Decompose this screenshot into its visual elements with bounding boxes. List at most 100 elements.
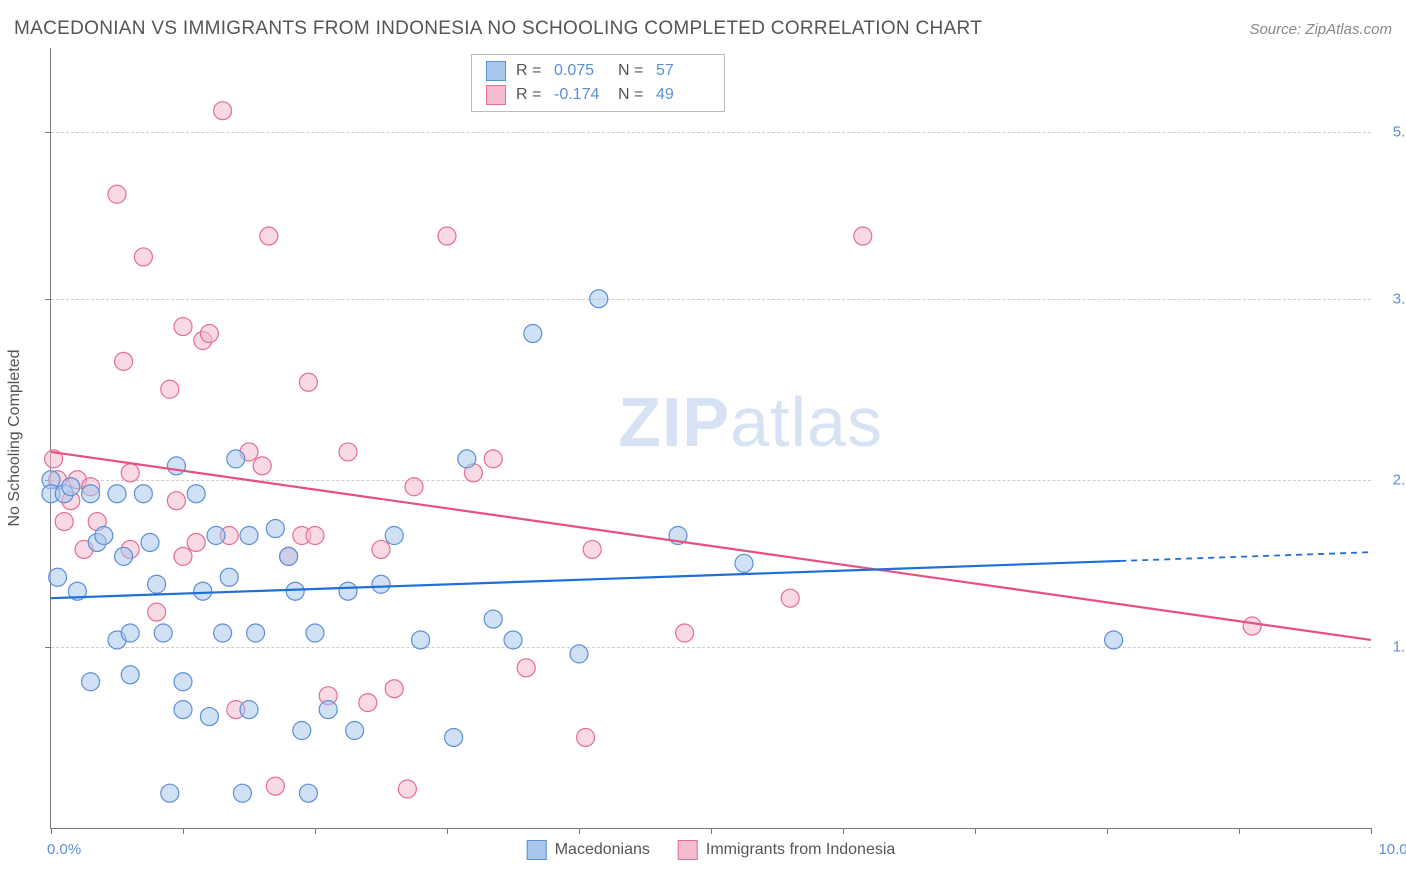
data-point	[174, 547, 192, 565]
data-point	[438, 227, 456, 245]
data-point	[676, 624, 694, 642]
data-point	[167, 457, 185, 475]
data-point	[577, 728, 595, 746]
y-tick-label: 3.8%	[1393, 290, 1406, 307]
data-point	[174, 673, 192, 691]
data-point	[583, 540, 601, 558]
stat-box: R = 0.075 N = 57 R = -0.174 N = 49	[471, 54, 725, 112]
data-point	[735, 554, 753, 572]
trend-line	[51, 452, 1371, 640]
data-point	[214, 102, 232, 120]
data-point	[253, 457, 271, 475]
data-point	[207, 527, 225, 545]
data-point	[299, 373, 317, 391]
y-tick-label: 1.3%	[1393, 638, 1406, 655]
data-point	[49, 568, 67, 586]
data-point	[1105, 631, 1123, 649]
data-point	[233, 784, 251, 802]
data-point	[115, 352, 133, 370]
data-point	[227, 450, 245, 468]
data-point	[405, 478, 423, 496]
legend-label-2: Immigrants from Indonesia	[706, 841, 895, 859]
legend-label-1: Macedonians	[555, 841, 650, 859]
n-label: N =	[618, 62, 646, 80]
legend-item-1: Macedonians	[527, 840, 650, 860]
data-point	[346, 722, 364, 740]
data-point	[372, 540, 390, 558]
data-point	[62, 478, 80, 496]
data-point	[55, 513, 73, 531]
x-min-label: 0.0%	[47, 841, 81, 858]
swatch-series1	[527, 840, 547, 860]
data-point	[187, 485, 205, 503]
bottom-legend: Macedonians Immigrants from Indonesia	[527, 840, 896, 860]
x-max-label: 10.0%	[1378, 841, 1406, 858]
data-point	[187, 533, 205, 551]
data-point	[280, 547, 298, 565]
data-point	[299, 784, 317, 802]
data-point	[260, 227, 278, 245]
data-point	[266, 520, 284, 538]
data-point	[161, 784, 179, 802]
y-axis-title: No Schooling Completed	[6, 350, 24, 527]
data-point	[121, 464, 139, 482]
legend-item-2: Immigrants from Indonesia	[678, 840, 895, 860]
scatter-plot	[51, 48, 1371, 828]
trend-line-extrapolated	[1120, 552, 1371, 561]
n-value-2: 49	[656, 86, 710, 104]
data-point	[174, 701, 192, 719]
data-point	[412, 631, 430, 649]
source-label: Source: ZipAtlas.com	[1249, 21, 1392, 38]
data-point	[95, 527, 113, 545]
data-point	[524, 325, 542, 343]
swatch-series2	[678, 840, 698, 860]
data-point	[214, 624, 232, 642]
data-point	[200, 325, 218, 343]
header: MACEDONIAN VS IMMIGRANTS FROM INDONESIA …	[14, 18, 1392, 40]
data-point	[286, 582, 304, 600]
data-point	[266, 777, 284, 795]
data-point	[167, 492, 185, 510]
n-label: N =	[618, 86, 646, 104]
data-point	[108, 485, 126, 503]
data-point	[504, 631, 522, 649]
data-point	[148, 603, 166, 621]
data-point	[385, 680, 403, 698]
data-point	[484, 450, 502, 468]
data-point	[359, 694, 377, 712]
data-point	[174, 318, 192, 336]
y-tick-label: 5.0%	[1393, 123, 1406, 140]
r-label: R =	[516, 86, 544, 104]
data-point	[339, 582, 357, 600]
data-point	[115, 547, 133, 565]
data-point	[240, 527, 258, 545]
data-point	[484, 610, 502, 628]
swatch-series1	[486, 61, 506, 81]
data-point	[339, 443, 357, 461]
data-point	[590, 290, 608, 308]
data-point	[121, 624, 139, 642]
data-point	[194, 582, 212, 600]
data-point	[458, 450, 476, 468]
data-point	[200, 708, 218, 726]
data-point	[134, 485, 152, 503]
data-point	[306, 527, 324, 545]
n-value-1: 57	[656, 62, 710, 80]
data-point	[121, 666, 139, 684]
data-point	[154, 624, 172, 642]
data-point	[398, 780, 416, 798]
chart-title: MACEDONIAN VS IMMIGRANTS FROM INDONESIA …	[14, 18, 982, 40]
trend-line	[51, 561, 1120, 598]
data-point	[570, 645, 588, 663]
data-point	[781, 589, 799, 607]
data-point	[161, 380, 179, 398]
data-point	[220, 568, 238, 586]
data-point	[293, 722, 311, 740]
data-point	[108, 185, 126, 203]
r-value-2: -0.174	[554, 86, 608, 104]
data-point	[854, 227, 872, 245]
data-point	[82, 485, 100, 503]
data-point	[247, 624, 265, 642]
stat-row-series2: R = -0.174 N = 49	[472, 83, 724, 107]
data-point	[141, 533, 159, 551]
